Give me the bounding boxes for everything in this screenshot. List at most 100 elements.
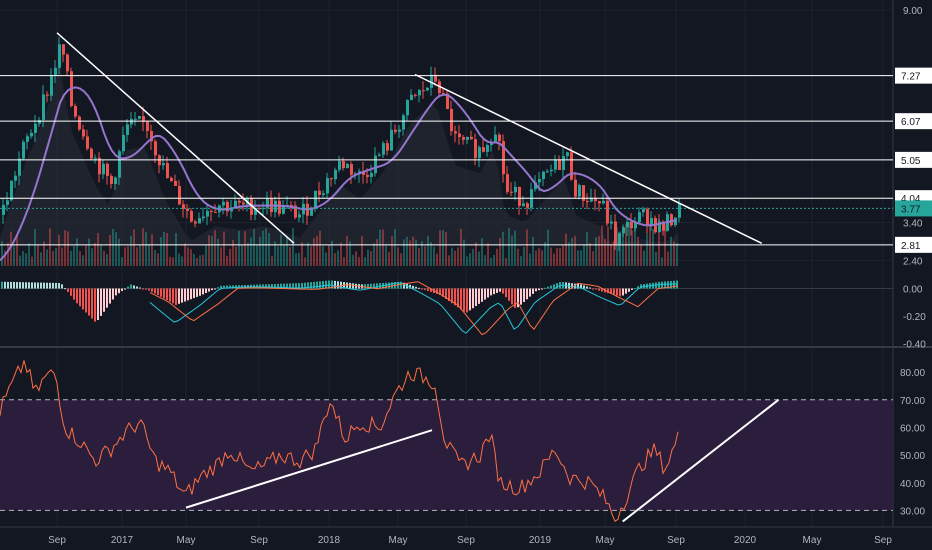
macd-histogram-bar <box>34 282 36 289</box>
macd-histogram-bar <box>262 284 264 289</box>
volume-bar <box>541 250 543 266</box>
candle-body <box>502 141 505 175</box>
volume-bar <box>382 229 384 266</box>
macd-histogram-bar <box>541 288 543 290</box>
candle-body <box>114 177 117 184</box>
macd-histogram-bar <box>196 288 198 297</box>
candle-body <box>626 221 629 228</box>
candle-body <box>214 211 217 213</box>
candle-body <box>46 94 49 96</box>
macd-histogram-bar <box>430 288 432 292</box>
candle-body <box>146 121 149 131</box>
macd-histogram-bar <box>571 283 573 289</box>
candle-body <box>266 198 269 208</box>
volume-bar <box>454 250 456 266</box>
volume-bar <box>517 248 519 266</box>
candle-body <box>314 190 317 208</box>
volume-bar <box>280 234 282 266</box>
macd-histogram-bar <box>295 283 297 289</box>
macd-histogram-bar <box>232 285 234 289</box>
macd-histogram-bar <box>472 288 474 309</box>
macd-histogram-bar <box>475 288 477 307</box>
macd-histogram-bar <box>442 288 444 297</box>
volume-bar <box>163 231 165 266</box>
volume-bar <box>73 245 75 266</box>
level-tag <box>895 113 932 130</box>
volume-bar <box>160 237 162 266</box>
volume-bar <box>310 246 312 266</box>
candle-body <box>482 147 485 152</box>
candle-body <box>42 94 45 120</box>
volume-bar <box>478 251 480 266</box>
volume-bar <box>277 246 279 266</box>
candle-body <box>258 208 261 210</box>
volume-bar <box>346 235 348 266</box>
macd-histogram-bar <box>586 286 588 289</box>
macd-histogram-bar <box>631 288 633 290</box>
volume-bar <box>676 243 678 266</box>
candle-body <box>54 67 57 76</box>
macd-histogram-bar <box>37 282 39 289</box>
macd-histogram-bar <box>373 283 375 289</box>
volume-bar <box>292 228 294 266</box>
candle-body <box>454 131 457 134</box>
candle-body <box>194 221 197 224</box>
macd-histogram-bar <box>409 284 411 289</box>
volume-bar <box>103 250 105 266</box>
candle-body <box>598 201 601 204</box>
volume-bar <box>559 248 561 266</box>
macd-histogram-bar <box>49 282 51 289</box>
volume-bar <box>457 247 459 266</box>
price-pane <box>0 32 893 266</box>
volume-bar <box>370 251 372 266</box>
volume-bar <box>565 233 567 266</box>
candle-body <box>622 227 625 234</box>
volume-bar <box>100 244 102 266</box>
volume-bar <box>430 242 432 266</box>
macd-line <box>149 282 679 334</box>
candle-body <box>650 218 653 226</box>
volume-bar <box>61 247 63 266</box>
candle-body <box>278 200 281 214</box>
volume-bar <box>22 250 24 266</box>
volume-bar <box>361 236 363 266</box>
macd-histogram-bar <box>415 286 417 289</box>
candle-body <box>498 134 501 142</box>
candle-body <box>582 185 585 201</box>
volume-bar <box>304 257 306 266</box>
macd-histogram-bar <box>544 287 546 289</box>
macd-histogram-bar <box>70 288 72 296</box>
macd-histogram-bar <box>673 280 675 289</box>
candle-body <box>614 221 617 244</box>
macd-histogram-bar <box>88 288 90 316</box>
volume-bar <box>526 229 528 266</box>
volume-bar <box>229 248 231 266</box>
x-tick-label: 2019 <box>529 535 552 546</box>
volume-bar <box>235 246 237 266</box>
macd-histogram-bar <box>4 281 6 289</box>
candle-body <box>410 94 413 101</box>
candle-body <box>138 116 141 119</box>
macd-histogram-bar <box>31 282 33 289</box>
volume-bar <box>586 232 588 266</box>
candle-body <box>294 205 297 218</box>
macd-histogram-bar <box>523 288 525 302</box>
volume-bar <box>196 257 198 266</box>
candle-body <box>562 156 565 171</box>
price-tick-label: 2.40 <box>903 256 923 267</box>
volume-bar <box>439 230 441 266</box>
macd-histogram-bar <box>166 288 168 301</box>
macd-histogram-bar <box>229 285 231 289</box>
candle-body <box>26 136 29 142</box>
macd-histogram-bar <box>46 282 48 289</box>
candle-body <box>74 105 77 117</box>
rsi-pane <box>0 360 893 523</box>
volume-bar <box>601 225 603 266</box>
macd-histogram-bar <box>529 288 531 297</box>
macd-histogram-bar <box>613 288 615 295</box>
rsi-tick-label: 50.00 <box>900 451 925 462</box>
volume-bar <box>94 243 96 266</box>
volume-bar <box>112 228 114 266</box>
macd-histogram-bar <box>607 288 609 294</box>
volume-bar <box>46 249 48 266</box>
